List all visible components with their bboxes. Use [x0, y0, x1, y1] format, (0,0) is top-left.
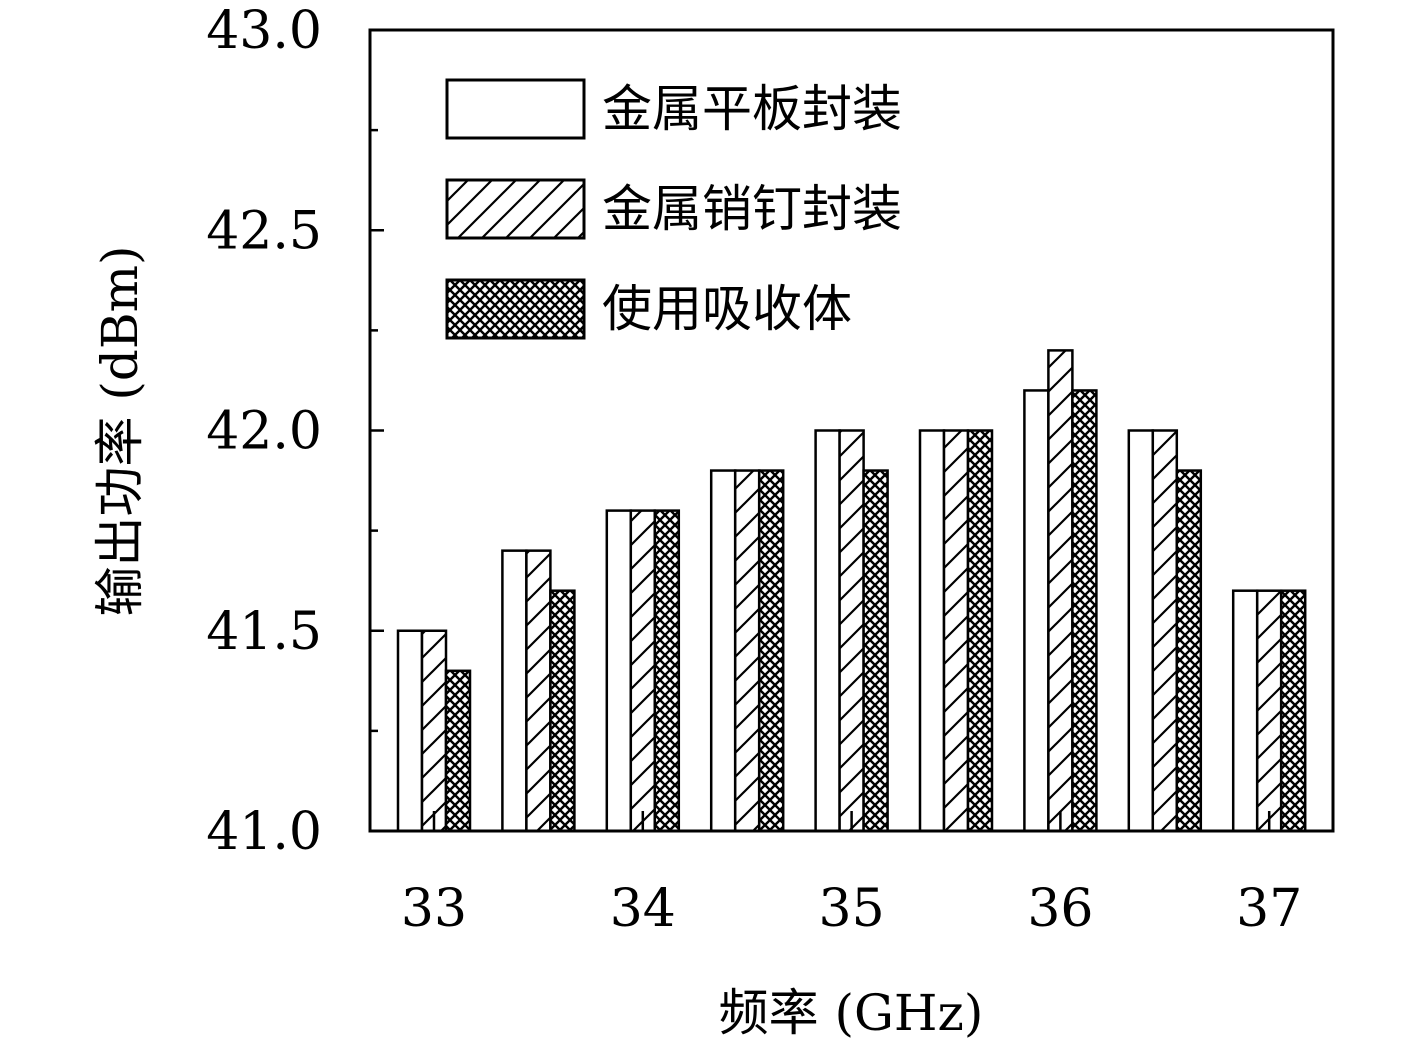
x-axis-title: 频率 (GHz)	[719, 984, 984, 1042]
bar-diagonal-33	[420, 629, 448, 833]
x-tick-label: 34	[610, 879, 676, 939]
legend-label: 使用吸收体	[602, 280, 852, 338]
bar-plain-37	[1231, 589, 1259, 833]
bar-crosshatch-33.5	[549, 589, 576, 833]
x-tick-label: 37	[1236, 879, 1302, 939]
bar-crosshatch-34	[653, 509, 681, 833]
x-axis: 33 34 35 36 37	[401, 811, 1302, 939]
legend-swatch-diagonal	[445, 178, 586, 240]
bar-crosshatch-36.5	[1175, 469, 1203, 833]
bar-plain-33	[396, 629, 424, 833]
bar-diagonal-35.5	[942, 429, 970, 833]
bar-crosshatch-33	[444, 669, 472, 833]
bar-diagonal-36.5	[1151, 429, 1179, 833]
bar-plain-36.5	[1127, 429, 1155, 833]
legend-swatch-plain	[445, 78, 586, 140]
legend-swatch-crosshatch	[445, 278, 586, 340]
bar-crosshatch-35	[862, 469, 889, 833]
bar-plain-34	[605, 509, 633, 833]
y-tick-label: 42.0	[206, 402, 322, 462]
x-tick-label: 33	[401, 879, 467, 939]
bar-plain-34.5	[709, 469, 737, 833]
bar-crosshatch-35.5	[966, 429, 994, 833]
bar-plain-35.5	[918, 429, 946, 833]
bar-diagonal-34	[629, 509, 657, 833]
y-tick-label: 42.5	[206, 201, 322, 261]
y-tick-label: 43.0	[206, 1, 322, 61]
legend-label: 金属平板封装	[602, 80, 902, 138]
bar-diagonal-34.5	[733, 469, 761, 833]
y-tick-label: 41.0	[206, 802, 322, 862]
y-tick-label: 41.5	[206, 602, 322, 662]
bar-plain-35	[814, 429, 841, 833]
bar-diagonal-35	[838, 429, 865, 833]
y-axis-title: 输出功率 (dBm)	[91, 245, 149, 616]
x-tick-label: 36	[1027, 879, 1093, 939]
bars-layer	[396, 349, 1307, 833]
bar-diagonal-36	[1047, 349, 1074, 833]
y-axis: 41.0 41.5 42.0 42.5 43.0	[206, 1, 384, 862]
bar-plain-36	[1023, 389, 1050, 833]
bar-crosshatch-37	[1279, 589, 1307, 833]
bar-plain-33.5	[501, 549, 528, 833]
bar-crosshatch-34.5	[757, 469, 785, 833]
bar-crosshatch-36	[1071, 389, 1098, 833]
x-tick-label: 35	[819, 879, 885, 939]
legend-label: 金属销钉封装	[602, 180, 902, 238]
bar-diagonal-33.5	[525, 549, 552, 833]
bar-diagonal-37	[1255, 589, 1283, 833]
